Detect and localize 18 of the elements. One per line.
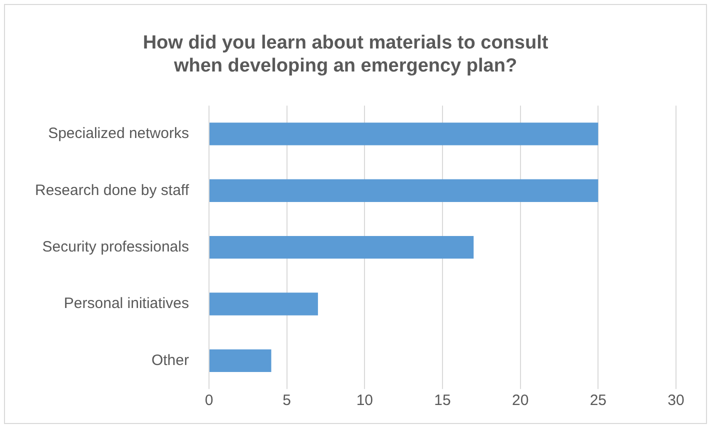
y-tick-label: Security professionals [42,238,189,256]
x-tick-label: 5 [282,392,291,410]
bar [209,292,318,316]
x-tick-label: 10 [356,392,373,410]
y-tick-label: Other [151,352,189,369]
x-tick-label: 0 [204,392,214,410]
bar [209,236,474,259]
x-tick-label: 25 [590,392,607,410]
chart-title: How did you learn about materials to consult when developing an emergency plan? [142,32,549,76]
bar [209,349,272,372]
y-tick-label: Personal initiatives [64,295,189,312]
x-tick-label: 30 [668,392,684,410]
bar [209,179,598,202]
bar [209,122,598,146]
y-tick-label: Research done by staff [35,182,190,199]
y-tick-label: Specialized networks [48,125,189,142]
x-tick-label: 15 [434,392,451,410]
x-tick-label: 20 [512,392,529,410]
